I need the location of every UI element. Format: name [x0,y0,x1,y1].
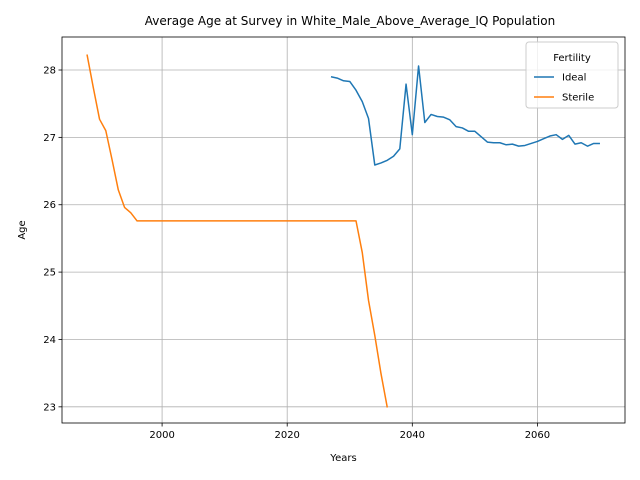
legend-items: Ideal Sterile [534,73,594,104]
legend-label-ideal: Ideal [562,73,586,84]
series-layer [86,54,600,408]
y-tick-label: 28 [43,66,56,77]
y-tick-label: 24 [43,335,56,346]
plot-frame [61,36,626,424]
series-line-sterile [86,54,389,408]
y-tick-label: 25 [43,268,56,279]
x-axis-label: Years [329,453,356,464]
legend: Fertility Ideal Sterile [525,41,619,109]
x-tick-label: 2040 [400,430,425,441]
y-tick-label: 27 [43,133,56,144]
legend-label-sterile: Sterile [562,93,594,104]
y-tick-label: 23 [43,402,56,413]
x-tick-label: 2000 [149,430,174,441]
y-tick-label: 26 [43,200,56,211]
legend-title: Fertility [553,53,591,64]
x-tick-label: 2020 [274,430,299,441]
chart-title: Average Age at Survey in White_Male_Abov… [145,14,555,28]
y-axis-label: Age [17,220,28,239]
axis-ticks: 2000 2020 2040 2060 23 24 25 26 27 28 [43,66,550,441]
legend-box [525,41,619,109]
x-tick-label: 2060 [525,430,550,441]
series-line-ideal [330,65,600,166]
